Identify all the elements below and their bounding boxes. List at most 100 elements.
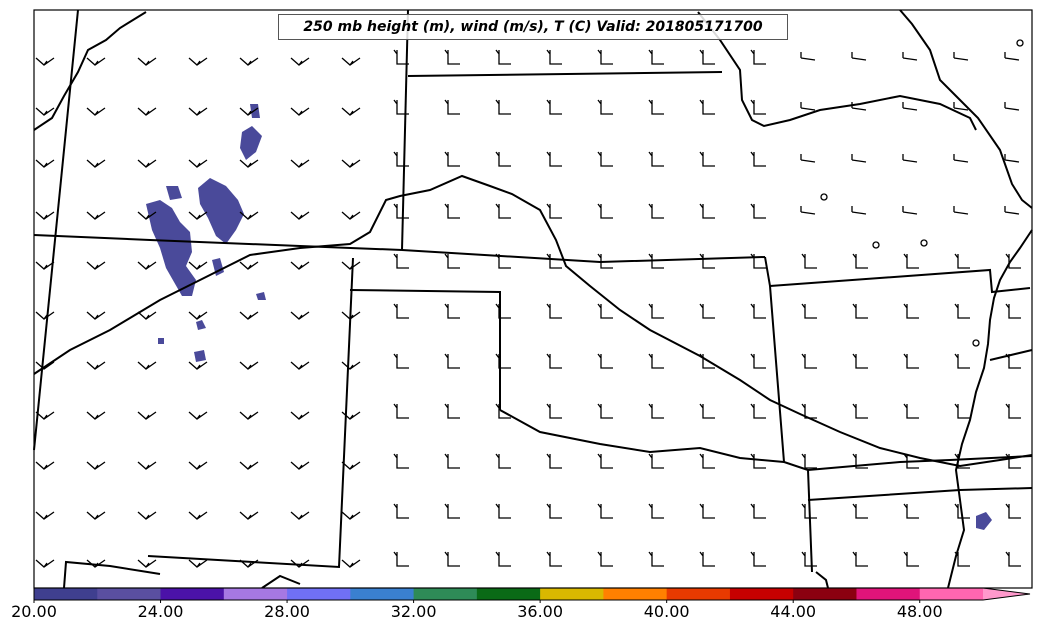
wind-barb [1005,503,1021,519]
shaded-area [240,126,262,160]
wind-barb [801,303,817,319]
wind-barb [902,52,918,61]
border-line [401,249,766,264]
wind-barb [341,559,361,568]
wind-barb [86,211,106,220]
wind-barb [750,151,766,167]
wind-barb [137,159,157,168]
wind-barb [188,107,208,116]
wind-barb [597,353,613,369]
wind-barb [699,203,715,219]
wind-barb [290,211,310,220]
wind-barb [239,411,259,420]
wind-barb [648,303,664,319]
wind-barb [137,461,157,470]
wind-barb [546,49,562,65]
wind-barb [86,461,106,470]
wind-barb [86,511,106,520]
wind-barb [699,503,715,519]
wind-barb [290,107,310,116]
wind-barb [444,151,460,167]
wind-barb [903,403,919,419]
calm-wind-circle [820,193,828,201]
wind-barb [86,261,106,270]
wind-barb [954,353,970,369]
wind-barb [546,203,562,219]
wind-barb [239,311,259,320]
wind-barb [341,261,361,270]
colorbar-segment [350,588,415,600]
colorbar-extend-arrow [983,588,1030,600]
wind-barb [1005,253,1021,269]
wind-barb [953,102,969,111]
border-line [63,560,161,589]
wind-barb [699,303,715,319]
colorbar [33,587,1031,603]
wind-barb [393,151,409,167]
colorbar-segment [666,588,731,600]
shaded-area [256,292,266,300]
wind-barb [699,99,715,115]
colorbar-segment [413,588,478,600]
wind-barb [393,203,409,219]
wind-barb [852,303,868,319]
wind-barb [902,102,918,111]
wind-barb [239,559,259,568]
wind-barb [495,551,511,567]
wind-barb [851,206,867,215]
state-borders [33,9,1033,589]
wind-barb [597,151,613,167]
wind-barb [393,303,409,319]
wind-barb [699,49,715,65]
wind-barb [35,361,55,370]
wind-barb [852,353,868,369]
colorbar-segment [97,588,162,600]
shaded-area [198,178,244,244]
wind-barb [851,154,867,163]
border-line [989,349,1033,361]
wind-barb [801,551,817,567]
wind-barb [953,154,969,163]
colorbar-segment [856,588,921,600]
wind-barb [35,211,55,220]
wind-barb [953,206,969,215]
border-line [697,11,977,131]
wind-barb [137,511,157,520]
shaded-area [250,104,260,118]
colorbar-tick-label: 24.00 [137,602,184,621]
wind-barb [546,551,562,567]
wind-barb [1005,403,1021,419]
colorbar-segment [540,588,604,600]
wind-barb [648,403,664,419]
wind-barb [495,253,511,269]
wind-barb [750,551,766,567]
wind-barb [35,511,55,520]
wind-barb [699,551,715,567]
map-frame [33,9,1033,589]
wind-barb [188,211,208,220]
wind-barb [290,57,310,66]
wind-barb [239,361,259,370]
wind-barb [341,57,361,66]
wind-barb [1004,154,1020,163]
shaded-area [158,338,164,344]
border-line [815,571,829,589]
wind-barb [750,453,766,469]
wind-barb [852,453,868,469]
colorbar-tick-label: 28.00 [264,602,310,621]
wind-barb [495,151,511,167]
wind-barb [750,49,766,65]
shaded-area [146,200,196,296]
wind-barb [597,253,613,269]
wind-barb [239,159,259,168]
wind-barb [597,503,613,519]
colorbar-tick-label: 36.00 [517,602,564,621]
wind-barbs [35,39,1024,568]
colorbar-segment [793,588,857,600]
wind-barb [852,253,868,269]
wind-barb [597,49,613,65]
wind-barb [137,311,157,320]
wind-barb [188,411,208,420]
wind-barb [648,503,664,519]
